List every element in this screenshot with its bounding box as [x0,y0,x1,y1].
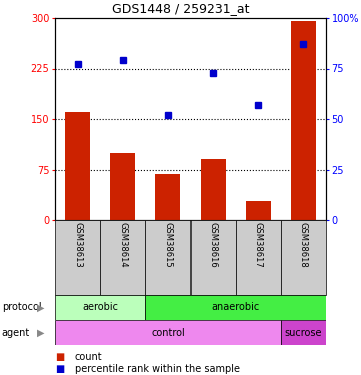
Text: control: control [151,327,185,338]
Bar [110,153,135,220]
Text: GSM38615: GSM38615 [164,222,173,268]
Bar [281,220,326,295]
Text: protocol: protocol [2,303,42,312]
Text: agent: agent [2,327,30,338]
Text: sucrose: sucrose [285,327,322,338]
Text: anaerobic: anaerobic [212,303,260,312]
Bar [201,159,226,220]
Bar [145,295,326,320]
Text: GDS1448 / 259231_at: GDS1448 / 259231_at [112,2,249,15]
Bar [145,220,191,295]
Bar [236,220,281,295]
Bar [65,112,90,220]
Bar [156,174,180,220]
Text: GSM38617: GSM38617 [254,222,263,268]
Text: GSM38613: GSM38613 [73,222,82,268]
Text: ■: ■ [55,364,64,374]
Bar [246,201,271,220]
Bar [55,295,145,320]
Text: ■: ■ [55,352,64,362]
Bar [55,220,100,295]
Text: ▶: ▶ [37,327,44,338]
Text: GSM38616: GSM38616 [209,222,218,268]
Text: percentile rank within the sample: percentile rank within the sample [75,364,240,374]
Bar [191,220,236,295]
Text: count: count [75,352,103,362]
Bar [100,220,145,295]
Text: aerobic: aerobic [82,303,118,312]
Bar [281,320,326,345]
Text: GSM38614: GSM38614 [118,222,127,268]
Bar [55,320,281,345]
Text: ▶: ▶ [37,303,44,312]
Bar [291,21,316,220]
Text: GSM38618: GSM38618 [299,222,308,268]
